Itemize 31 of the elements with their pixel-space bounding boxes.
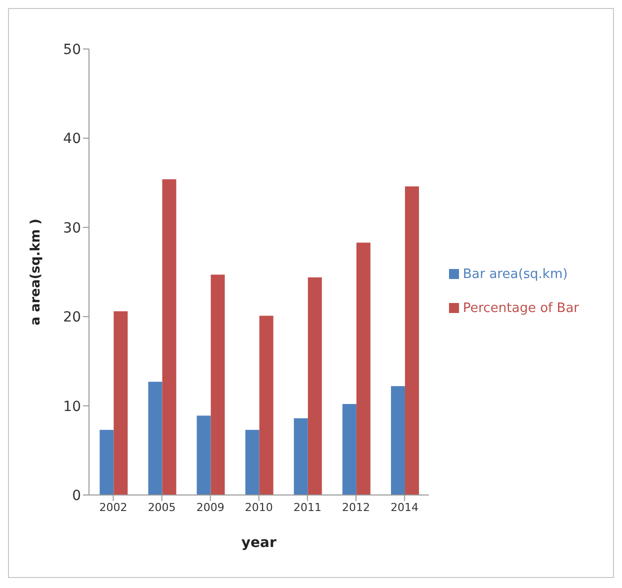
y-axis-title: a area(sq.km ) — [28, 218, 44, 326]
x-axis-title: year — [241, 535, 276, 551]
y-tick-label: 40 — [63, 131, 81, 148]
legend-label: Bar area(sq.km) — [462, 267, 568, 282]
x-tick-label: 2002 — [99, 500, 128, 514]
bar — [100, 430, 114, 495]
bar — [114, 311, 128, 495]
x-tick-label: 2012 — [342, 500, 370, 514]
y-tick-label: 10 — [63, 398, 81, 415]
y-tick-label: 30 — [63, 220, 81, 236]
bar — [308, 277, 322, 495]
x-tick-label: 2011 — [293, 500, 322, 514]
x-tick-label: 2014 — [390, 500, 419, 514]
x-tick-label: 2010 — [244, 500, 273, 514]
bar — [390, 386, 405, 495]
bar — [245, 430, 260, 495]
bar — [162, 179, 176, 495]
bar — [356, 242, 370, 495]
y-tick-label: 20 — [63, 310, 81, 326]
y-tick-label: 0 — [72, 488, 81, 504]
bar — [294, 418, 308, 495]
bar — [210, 274, 225, 495]
legend-label: Percentage of Bar — [462, 301, 579, 316]
bar — [342, 404, 356, 495]
y-tick-label: 50 — [63, 42, 81, 58]
bar — [196, 416, 211, 495]
x-tick-label: 2005 — [148, 500, 176, 514]
bar — [148, 382, 162, 495]
bar — [259, 316, 274, 495]
bar — [404, 186, 419, 495]
x-tick-label: 2009 — [196, 500, 224, 514]
